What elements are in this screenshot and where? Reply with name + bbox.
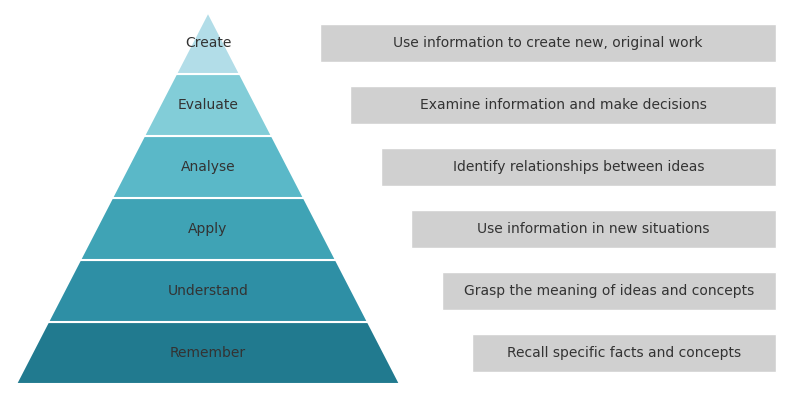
Text: Analyse: Analyse — [181, 160, 235, 174]
Text: Grasp the meaning of ideas and concepts: Grasp the meaning of ideas and concepts — [464, 284, 754, 298]
Polygon shape — [144, 74, 272, 136]
Text: Apply: Apply — [188, 222, 228, 236]
Text: Examine information and make decisions: Examine information and make decisions — [420, 98, 706, 112]
Text: Evaluate: Evaluate — [178, 98, 238, 112]
Polygon shape — [80, 198, 336, 260]
Polygon shape — [112, 136, 304, 198]
Text: Create: Create — [185, 36, 231, 50]
Polygon shape — [176, 12, 240, 74]
FancyBboxPatch shape — [320, 24, 776, 62]
Text: Remember: Remember — [170, 346, 246, 360]
FancyBboxPatch shape — [350, 86, 776, 124]
Text: Use information to create new, original work: Use information to create new, original … — [394, 36, 702, 50]
Text: Use information in new situations: Use information in new situations — [478, 222, 710, 236]
FancyBboxPatch shape — [442, 272, 776, 310]
Polygon shape — [48, 260, 368, 322]
Text: Identify relationships between ideas: Identify relationships between ideas — [453, 160, 704, 174]
Polygon shape — [16, 322, 400, 384]
FancyBboxPatch shape — [381, 148, 776, 186]
FancyBboxPatch shape — [411, 210, 776, 248]
FancyBboxPatch shape — [472, 334, 776, 372]
Text: Recall specific facts and concepts: Recall specific facts and concepts — [507, 346, 741, 360]
Text: Understand: Understand — [167, 284, 249, 298]
